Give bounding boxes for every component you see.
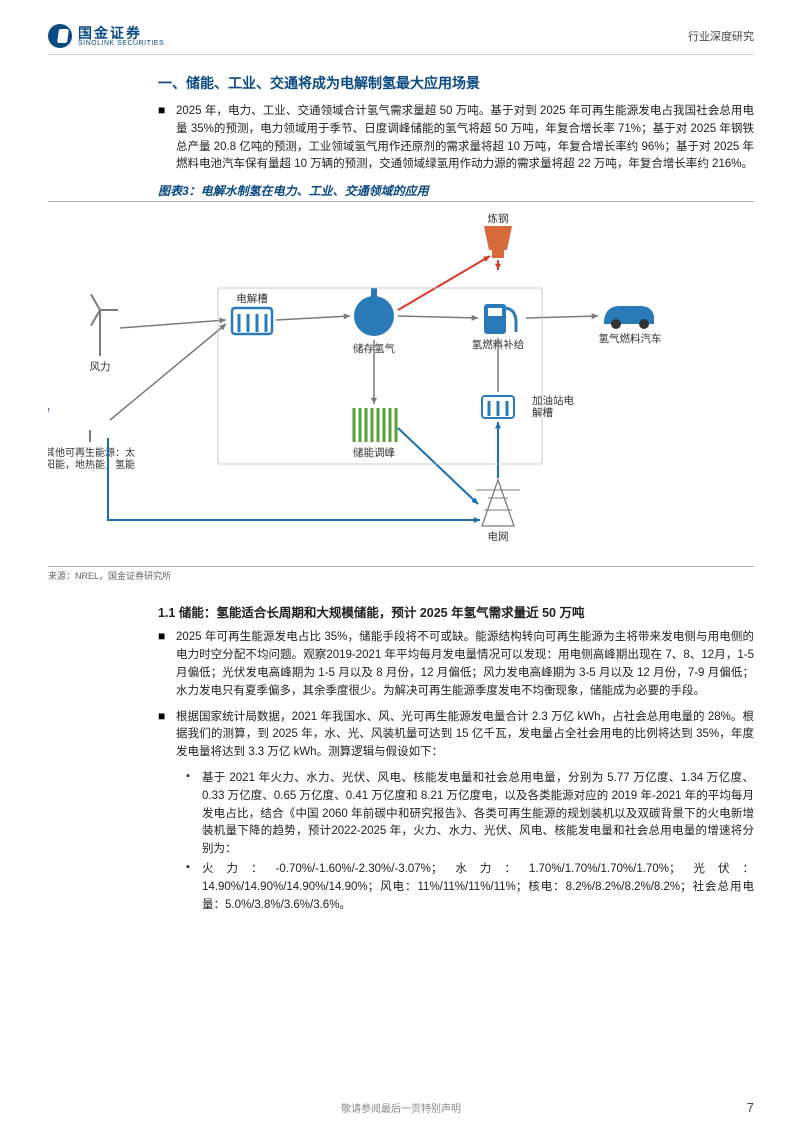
svg-text:电网: 电网 [488,530,509,543]
svg-text:炼钢: 炼钢 [488,212,509,225]
page-header: 国金证券 SINOLINK SECURITIES 行业深度研究 [48,24,754,55]
doc-category: 行业深度研究 [688,28,754,44]
bullet-1: ■ 2025 年，电力、工业、交通领域合计氢气需求量超 50 万吨。基于对到 2… [158,103,754,174]
logo-cn: 国金证券 [78,26,164,40]
sub-bullet-1: ▪ 基于 2021 年火力、水力、光伏、风电、核能发电量和社会总用电量，分别为 … [186,770,754,859]
sub-bullet-icon: ▪ [186,861,194,914]
svg-text:加油站电: 加油站电 [532,394,574,407]
footer-disclaimer: 敬请参阅最后一页特别声明 [0,1100,802,1115]
svg-text:其他可再生能源：太: 其他可再生能源：太 [48,446,135,459]
svg-text:解槽: 解槽 [532,406,553,419]
svg-text:阳能，地热能，氢能: 阳能，地热能，氢能 [48,458,135,471]
subsection-heading: 1.1 储能：氢能适合长周期和大规模储能，预计 2025 年氢气需求量近 50 … [158,602,754,621]
svg-text:储能调峰: 储能调峰 [353,446,395,459]
bullet-icon: ■ [158,103,168,174]
logo-en: SINOLINK SECURITIES [78,40,164,47]
paragraph-2: 2025 年可再生能源发电占比 35%，储能手段将不可或缺。能源结构转向可再生能… [176,629,754,700]
sub-bullet-icon: ▪ [186,770,194,859]
bullet-2: ■ 2025 年可再生能源发电占比 35%，储能手段将不可或缺。能源结构转向可再… [158,629,754,700]
bullet-3: ■ 根据国家统计局数据，2021 年我国水、风、光可再生能源发电量合计 2.3 … [158,709,754,762]
page-footer: 敬请参阅最后一页特别声明 7 [0,1100,802,1115]
figure-source: 来源：NREL，国金证券研究所 [48,569,754,582]
sub-bullet-2: ▪ 火力：-0.70%/-1.60%/-2.30%/-3.07%；水力：1.70… [186,861,754,914]
bullet-icon: ■ [158,709,168,762]
sub-paragraph-2: 火力：-0.70%/-1.60%/-2.30%/-3.07%；水力：1.70%/… [202,861,754,914]
logo: 国金证券 SINOLINK SECURITIES [48,24,164,48]
svg-text:风力: 风力 [90,360,111,373]
bullet-icon: ■ [158,629,168,700]
paragraph-3: 根据国家统计局数据，2021 年我国水、风、光可再生能源发电量合计 2.3 万亿… [176,709,754,762]
logo-icon [48,24,72,48]
sub-paragraph-1: 基于 2021 年火力、水力、光伏、风电、核能发电量和社会总用电量，分别为 5.… [202,770,754,859]
svg-text:电解槽: 电解槽 [236,292,268,305]
figure-title: 图表3：电解水制氢在电力、工业、交通领域的应用 [158,182,754,199]
page-number: 7 [747,1100,754,1115]
svg-text:氢气燃料汽车: 氢气燃料汽车 [599,332,662,345]
figure-3: 风力其他可再生能源：太阳能，地热能，氢能电解槽储存氢气储能调峰炼钢氢燃料补给加油… [48,201,754,567]
paragraph-1: 2025 年，电力、工业、交通领域合计氢气需求量超 50 万吨。基于对到 202… [176,103,754,174]
section-heading: 一、储能、工业、交通将成为电解制氢最大应用场景 [158,73,754,93]
diagram-svg: 风力其他可再生能源：太阳能，地热能，氢能电解槽储存氢气储能调峰炼钢氢燃料补给加油… [48,210,754,560]
